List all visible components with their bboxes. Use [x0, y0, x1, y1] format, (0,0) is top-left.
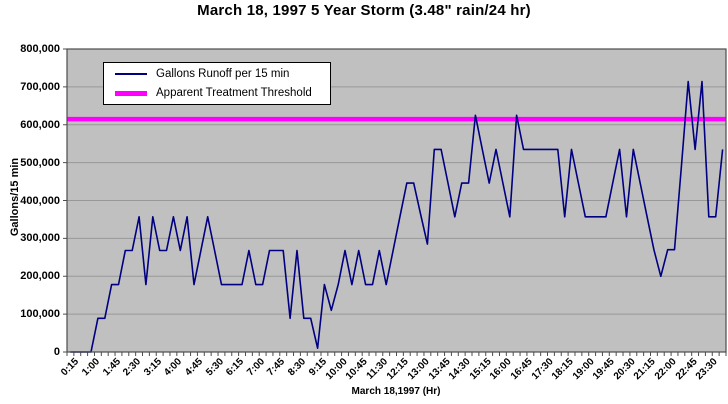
runoff-line — [70, 80, 724, 353]
runoff-line-sample-icon — [115, 73, 147, 75]
y-tick-label: 800,000 — [20, 43, 60, 55]
y-tick-label: 300,000 — [20, 232, 60, 245]
chart-title: March 18, 1997 5 Year Storm (3.48" rain/… — [197, 2, 531, 19]
legend-item-runoff: Gallons Runoff per 15 min — [104, 65, 330, 84]
y-tick-label: 100,000 — [20, 308, 60, 321]
y-tick-label: 600,000 — [20, 118, 60, 131]
x-axis-title: March 18,1997 (Hr) — [351, 386, 441, 397]
legend-label-runoff: Gallons Runoff per 15 min — [156, 68, 290, 80]
y-tick-label: 500,000 — [20, 156, 60, 169]
threshold-line-sample-icon — [115, 90, 147, 96]
legend-label-threshold: Apparent Treatment Threshold — [156, 87, 312, 99]
legend-item-threshold: Apparent Treatment Threshold — [104, 84, 330, 103]
y-tick-label: 200,000 — [20, 270, 60, 283]
y-tick-label: 400,000 — [20, 194, 60, 207]
y-tick-label: 700,000 — [20, 80, 60, 93]
plot-border — [66, 48, 727, 353]
y-tick-label: 0 — [53, 346, 60, 358]
legend: Gallons Runoff per 15 min Apparent Treat… — [103, 62, 331, 105]
